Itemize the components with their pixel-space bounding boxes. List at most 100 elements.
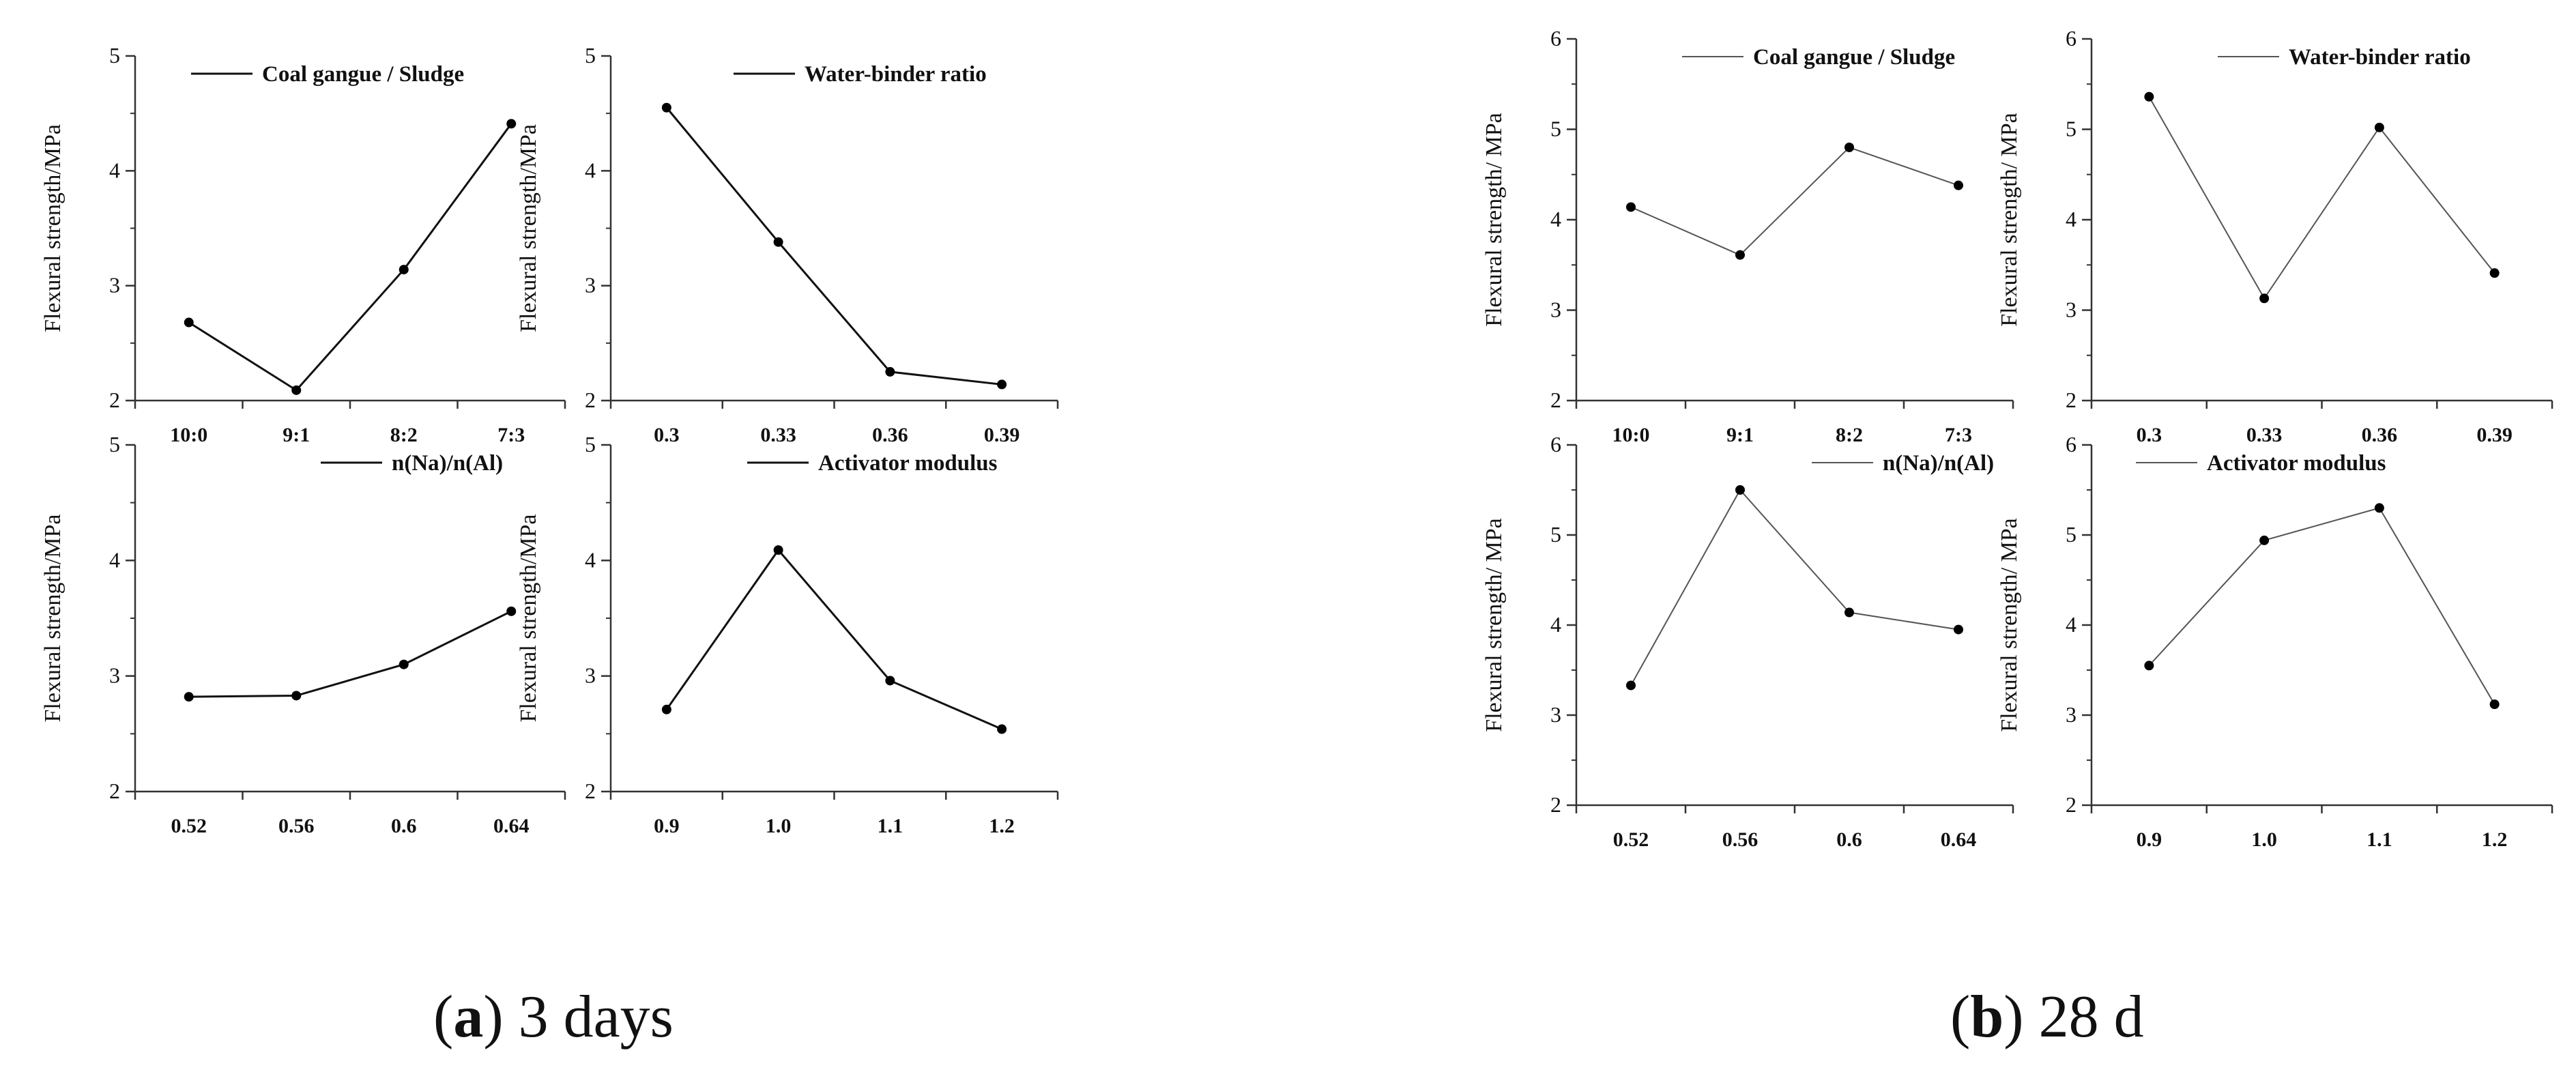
- data-point: [399, 265, 409, 275]
- y-axis-label: Flexural strength/ MPa: [1997, 518, 2022, 732]
- data-point: [1954, 624, 1963, 635]
- chart-b-4: 2 3 4 5 6 0.9 1.0 1.1 1.2 Flexural strength/ MPa A…: [1997, 432, 2553, 851]
- data-point: [184, 692, 194, 702]
- series-line: [188, 123, 512, 392]
- x-tick-label: 0.3: [2137, 424, 2162, 446]
- y-tick-label: 3: [2066, 702, 2076, 727]
- x-tick-label: 0.52: [1613, 828, 1649, 851]
- x-tick-label: 0.52: [171, 815, 207, 837]
- x-tick-label: 9:1: [283, 424, 310, 446]
- chart-a-1: 2 3 4 5 10:0 9:1 8:2 7:3 Flexural strength/MPa Co…: [40, 43, 566, 446]
- x-tick-label: 1.1: [878, 815, 903, 837]
- caption-b: (b) 28 d: [1950, 984, 2144, 1050]
- y-tick-label: 2: [1550, 792, 1561, 817]
- y-tick-label: 5: [1550, 522, 1561, 547]
- x-tick-label: 0.39: [984, 424, 1020, 446]
- legend-label: Water-binder ratio: [805, 62, 987, 87]
- y-tick-label: 4: [585, 547, 596, 572]
- chart-a-3: 2 3 4 5 0.52 0.56 0.6 0.64 Flexural strength/MPa…: [40, 432, 566, 837]
- y-axis-label: Flexural strength/MPa: [516, 124, 541, 332]
- x-tick-label: 8:2: [1836, 424, 1863, 446]
- y-tick-label: 2: [2066, 792, 2076, 817]
- x-tick-label: 0.56: [278, 815, 315, 837]
- data-point: [2489, 268, 2500, 278]
- y-tick-label: 4: [1550, 612, 1561, 637]
- x-tick-label: 7:3: [1945, 424, 1972, 446]
- x-tick-label: 10:0: [170, 424, 207, 446]
- data-point: [1844, 607, 1854, 618]
- x-tick-label: 7:3: [497, 424, 525, 446]
- y-tick-label: 5: [585, 43, 596, 68]
- chart-a-4: 2 3 4 5 0.9 1.0 1.1 1.2 Flexural strength/MPa Act…: [516, 432, 1059, 837]
- data-point: [661, 102, 671, 113]
- x-tick-label: 1.2: [989, 815, 1015, 837]
- caption-b-letter: b: [1970, 984, 2004, 1050]
- x-tick-label: 9:1: [1726, 424, 1754, 446]
- x-tick-label: 0.64: [493, 815, 530, 837]
- y-tick-label: 6: [2066, 26, 2076, 50]
- x-tick-label: 0.3: [654, 424, 680, 446]
- x-tick-label: 1.2: [2482, 828, 2508, 851]
- legend-label: Coal gangue / Sludge: [262, 62, 464, 87]
- series-line: [2148, 507, 2495, 705]
- caption-a: (a) 3 days: [433, 984, 674, 1050]
- y-tick-label: 3: [1550, 702, 1561, 727]
- data-point: [661, 704, 671, 714]
- data-point: [2374, 503, 2384, 513]
- x-tick-label: 0.33: [760, 424, 796, 446]
- y-axis-label: Flexural strength/MPa: [40, 124, 66, 332]
- data-point: [506, 119, 517, 129]
- y-tick-label: 3: [585, 273, 596, 298]
- y-tick-label: 3: [585, 663, 596, 688]
- legend-label: Activator modulus: [818, 451, 998, 476]
- data-point: [1626, 202, 1636, 212]
- caption-b-text: 28 d: [2038, 984, 2144, 1050]
- data-point: [2144, 91, 2154, 102]
- y-tick-label: 3: [109, 663, 120, 688]
- data-point: [2489, 699, 2500, 710]
- y-axis-label: Flexural strength/ MPa: [1481, 113, 1507, 327]
- data-point: [773, 545, 783, 555]
- x-tick-label: 0.9: [2137, 828, 2162, 851]
- y-tick-label: 2: [2066, 388, 2076, 412]
- data-point: [291, 691, 302, 701]
- data-point: [399, 659, 409, 669]
- caption-a-letter: a: [453, 984, 484, 1050]
- series-line: [1630, 146, 1959, 256]
- x-tick-label: 0.9: [654, 815, 680, 837]
- data-point: [2374, 122, 2384, 132]
- y-tick-label: 4: [585, 158, 596, 182]
- x-tick-label: 1.0: [2251, 828, 2277, 851]
- x-tick-label: 0.33: [2246, 424, 2283, 446]
- x-tick-label: 0.64: [1941, 828, 1977, 851]
- x-tick-label: 0.39: [2476, 424, 2513, 446]
- y-tick-label: 2: [109, 779, 120, 803]
- y-tick-label: 4: [109, 547, 120, 572]
- y-tick-label: 2: [585, 388, 596, 412]
- y-tick-label: 5: [1550, 117, 1561, 141]
- y-axis-label: Flexural strength/MPa: [516, 514, 541, 722]
- data-point: [1954, 180, 1963, 190]
- x-tick-label: 0.6: [1836, 828, 1862, 851]
- data-point: [2259, 535, 2270, 545]
- series-line: [665, 548, 1002, 730]
- data-point: [997, 379, 1007, 390]
- data-point: [997, 724, 1007, 734]
- data-point: [291, 385, 302, 395]
- data-point: [773, 237, 783, 247]
- data-point: [2259, 293, 2270, 304]
- x-tick-label: 1.1: [2367, 828, 2392, 851]
- data-point: [2144, 661, 2154, 671]
- y-tick-label: 6: [2066, 432, 2076, 456]
- y-tick-label: 4: [109, 158, 120, 182]
- series-line: [188, 610, 512, 698]
- y-tick-label: 3: [109, 273, 120, 298]
- chart-b-1: 2 3 4 5 6 10:0 9:1 8:2 7:3 Flexural strength/ MPa…: [1481, 26, 2014, 446]
- chart-b-3: 2 3 4 5 6 0.52 0.56 0.6 0.64 Flexural strength/ M…: [1481, 432, 2014, 851]
- series-line: [1630, 489, 1959, 686]
- data-point: [885, 366, 895, 377]
- legend-label: Water-binder ratio: [2289, 45, 2471, 70]
- x-tick-label: 8:2: [390, 424, 418, 446]
- y-tick-label: 5: [109, 43, 120, 68]
- y-axis-label: Flexural strength/ MPa: [1997, 113, 2022, 327]
